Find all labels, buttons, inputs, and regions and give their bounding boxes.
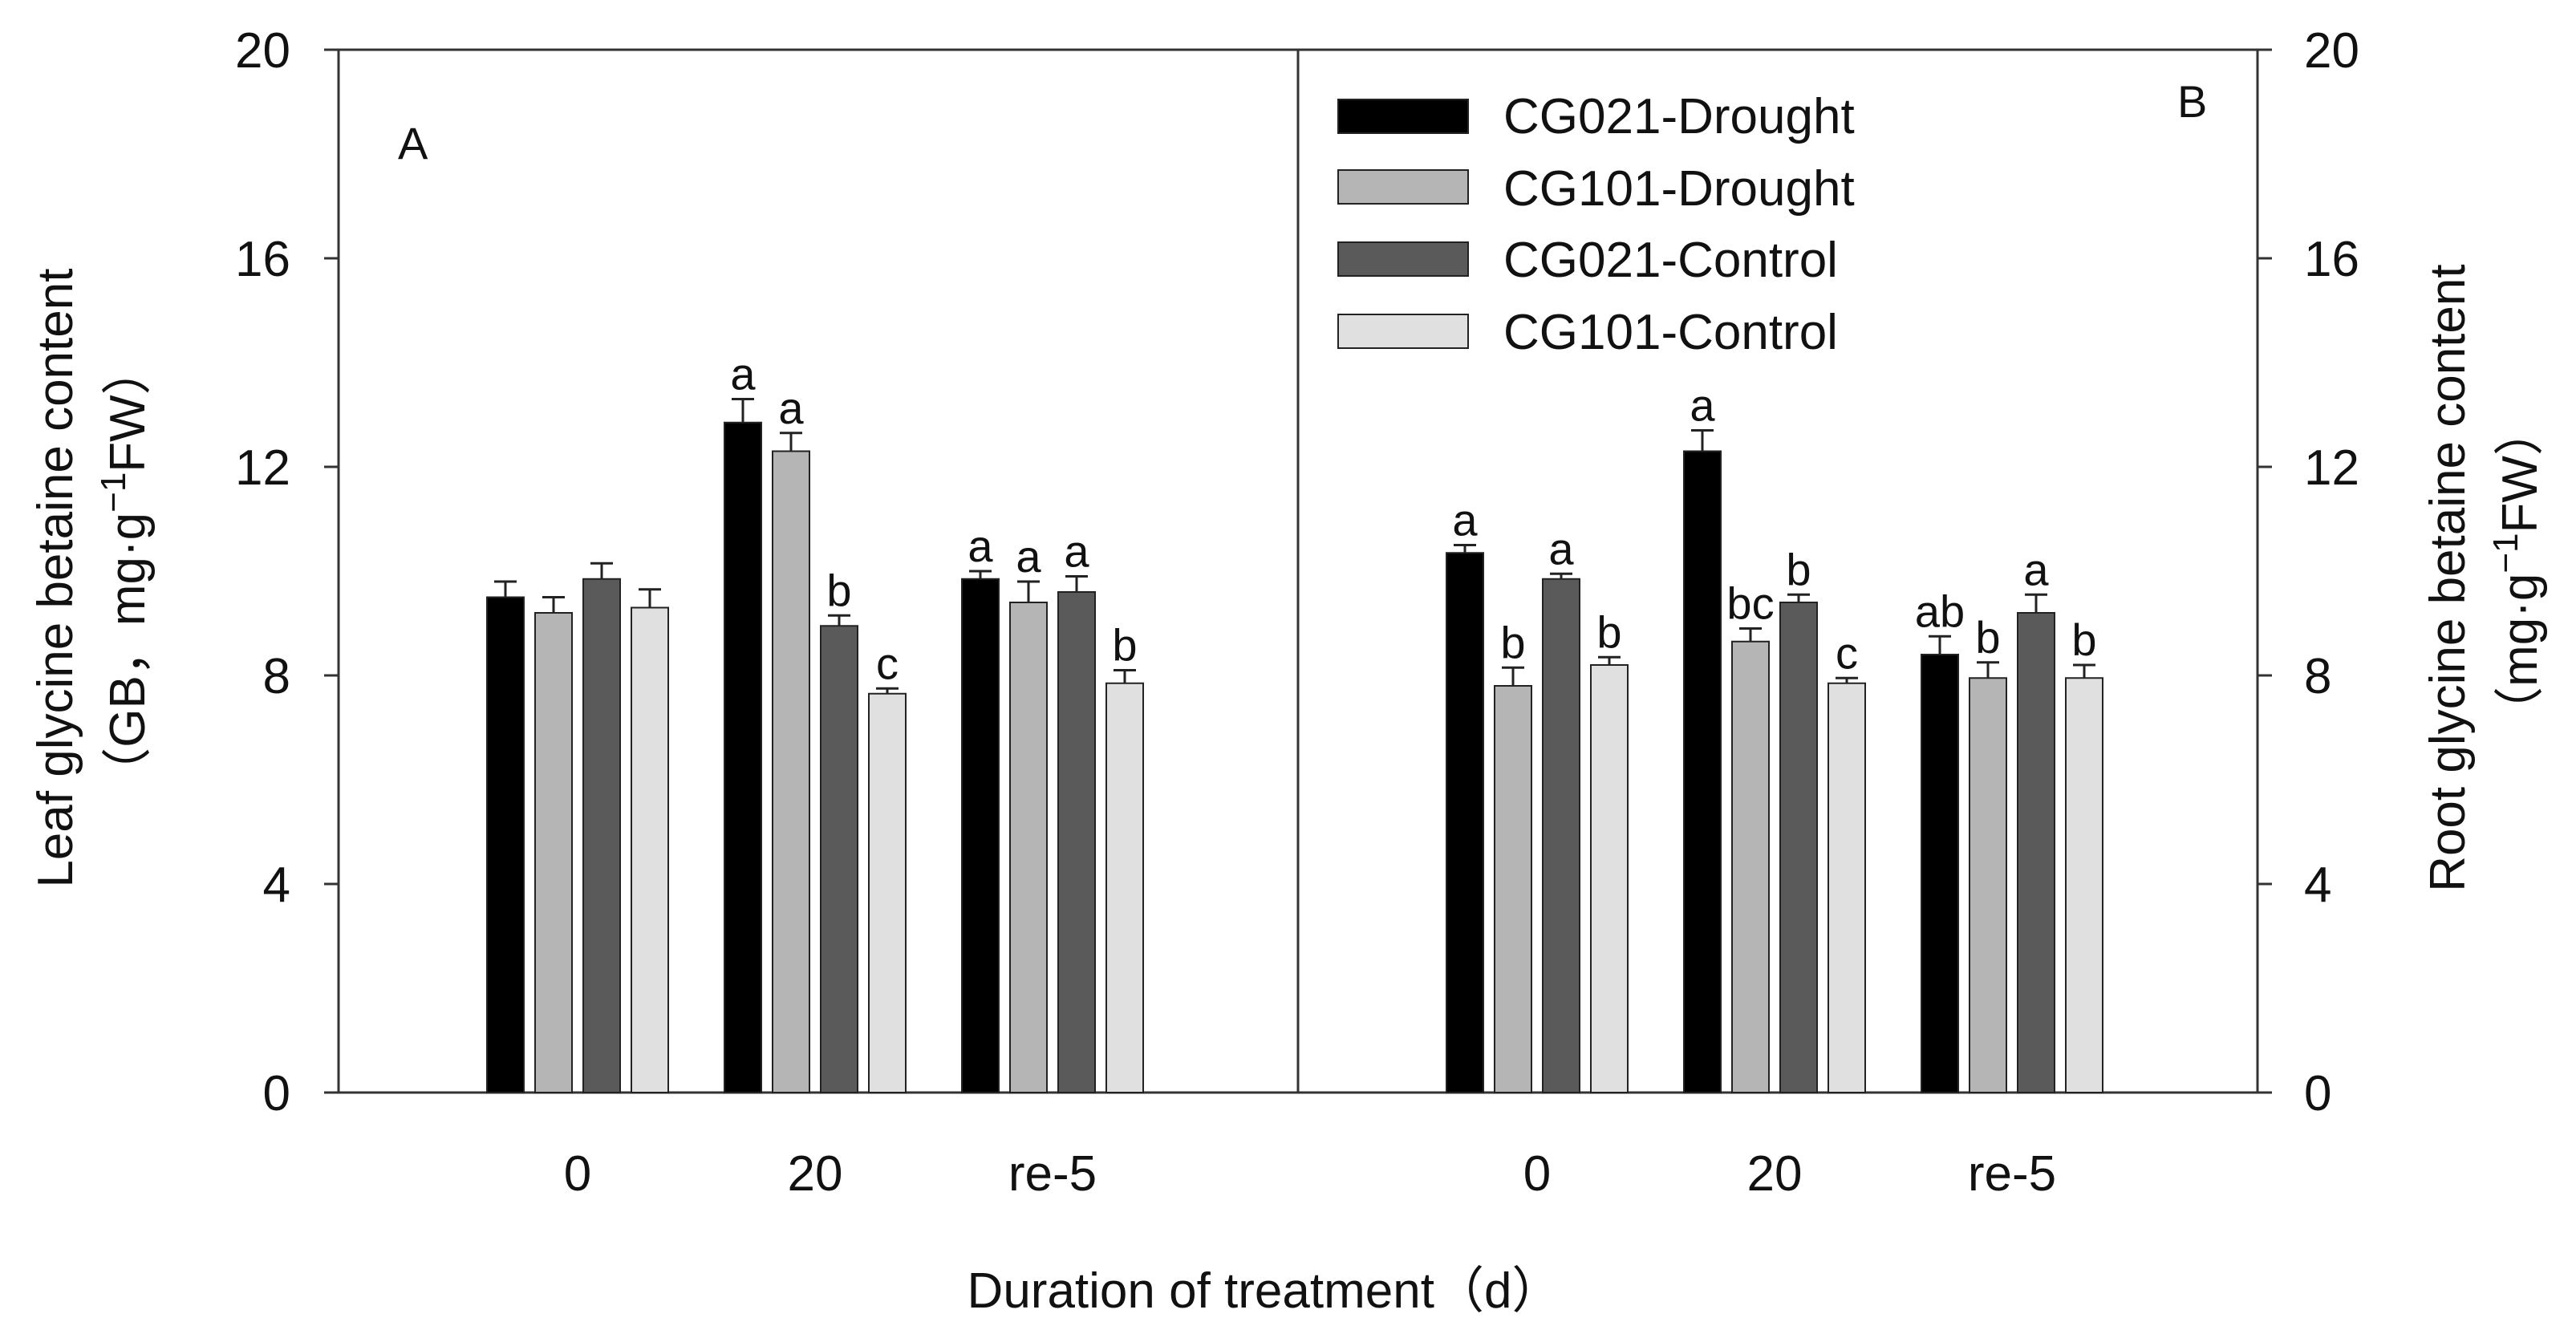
y-tick-label-right-0: 0 xyxy=(2304,1066,2331,1121)
sig-label-b-cg101-control-20: c xyxy=(1836,627,1858,678)
sig-label-a-cg021-drought-re5: a xyxy=(968,521,993,571)
bar-b-cg021-drought-re5 xyxy=(1921,654,1959,1093)
legend-item-cg021-drought: CG021-Drought xyxy=(1337,89,1855,144)
legend-item-cg101-drought: CG101-Drought xyxy=(1337,161,1855,217)
x-tick-label-b-0: 0 xyxy=(1523,1146,1551,1202)
bar-a-cg021-control-re5 xyxy=(1057,591,1096,1093)
bar-b-cg021-drought-0 xyxy=(1446,552,1484,1093)
sig-label-b-cg101-drought-0: b xyxy=(1500,617,1525,667)
x-tick-label-a-0: 0 xyxy=(564,1146,591,1202)
legend-swatch-cg021-control xyxy=(1337,241,1469,277)
legend-swatch-cg021-drought xyxy=(1337,99,1469,134)
bar-b-cg021-control-re5 xyxy=(2017,612,2055,1093)
x-tick-label-a-re5: re-5 xyxy=(1008,1146,1097,1202)
legend-item-cg021-control: CG021-Control xyxy=(1337,233,1838,288)
sig-label-b-cg021-control-re5: a xyxy=(2023,544,2049,594)
x-tick-label-b-20: 20 xyxy=(1747,1146,1803,1202)
sig-label-a-cg021-drought-20: a xyxy=(730,349,756,399)
bar-b-cg101-control-0 xyxy=(1590,664,1629,1093)
panel-a-label: A xyxy=(398,118,428,168)
sig-label-a-cg021-control-20: b xyxy=(826,565,851,615)
sig-label-b-cg021-drought-0: a xyxy=(1452,495,1478,545)
bar-a-cg101-drought-0 xyxy=(534,612,573,1093)
y-tick-label-right-12: 12 xyxy=(2304,440,2359,496)
sig-label-b-cg101-drought-20: bc xyxy=(1726,578,1774,629)
sig-label-b-cg101-control-0: b xyxy=(1596,606,1621,657)
y-tick-label-right-20: 20 xyxy=(2304,23,2359,79)
sig-label-a-cg101-drought-re5: a xyxy=(1016,531,1041,582)
legend-item-cg101-control: CG101-Control xyxy=(1337,305,1838,360)
sig-label-b-cg101-control-re5: b xyxy=(2071,614,2096,665)
y-tick-label-left-0: 0 xyxy=(263,1066,290,1121)
y-tick-label-left-16: 16 xyxy=(235,232,290,287)
bar-a-cg101-control-re5 xyxy=(1105,682,1144,1093)
sig-label-b-cg101-drought-re5: b xyxy=(1975,612,2000,663)
y-axis-title-left-line2: （GB，mg·g−1FW） xyxy=(94,345,156,797)
panel-b-label: B xyxy=(2177,76,2207,127)
sig-label-a-cg101-control-re5: b xyxy=(1112,620,1137,671)
y-tick-label-left-20: 20 xyxy=(235,23,290,79)
y-tick-label-left-12: 12 xyxy=(235,440,290,496)
y-axis-title-right-line2: （mg·g−1FW） xyxy=(2486,406,2548,736)
bar-a-cg101-control-20 xyxy=(868,692,907,1093)
x-tick-label-a-20: 20 xyxy=(788,1146,843,1202)
bar-a-cg021-drought-re5 xyxy=(961,578,1000,1093)
y-tick-label-right-16: 16 xyxy=(2304,232,2359,287)
legend-label-cg101-drought: CG101-Drought xyxy=(1503,161,1855,217)
sig-label-b-cg021-drought-20: a xyxy=(1690,380,1715,431)
sig-label-a-cg101-control-20: c xyxy=(876,638,899,688)
panel-b-frame xyxy=(1296,48,2259,1094)
bar-b-cg101-drought-20 xyxy=(1731,640,1770,1093)
panel-a-frame xyxy=(337,48,1300,1094)
y-tick-label-left-4: 4 xyxy=(263,858,290,913)
legend-label-cg021-drought: CG021-Drought xyxy=(1503,89,1855,144)
y-tick-label-left-8: 8 xyxy=(263,649,290,704)
bar-a-cg021-control-0 xyxy=(582,578,621,1093)
legend-label-cg101-control: CG101-Control xyxy=(1503,305,1838,360)
x-axis-title: Duration of treatment（d） xyxy=(968,1263,1562,1319)
sig-label-a-cg101-drought-20: a xyxy=(778,383,804,433)
bar-a-cg101-drought-re5 xyxy=(1009,602,1048,1093)
bar-b-cg101-control-re5 xyxy=(2065,677,2103,1093)
y-axis-title-right-line1: Root glycine betaine content xyxy=(2420,264,2476,891)
bar-b-cg021-control-20 xyxy=(1779,602,1818,1093)
axes-layer: 0 20 re-5 0 20 re-5 0 0 4 4 8 8 12 12 16 16 20 20 xyxy=(235,23,2359,1202)
sig-label-b-cg021-control-20: b xyxy=(1786,544,1811,594)
bar-b-cg021-drought-20 xyxy=(1683,450,1722,1093)
legend-swatch-cg101-control xyxy=(1337,314,1469,349)
bar-a-cg101-drought-20 xyxy=(772,450,810,1093)
panel-a: A xyxy=(337,48,1300,1094)
legend-swatch-cg101-drought xyxy=(1337,169,1469,205)
sig-label-b-cg021-control-0: a xyxy=(1548,523,1574,574)
legend-label-cg021-control: CG021-Control xyxy=(1503,233,1838,288)
panel-b: B xyxy=(1296,48,2259,1094)
bar-a-cg021-control-20 xyxy=(820,625,858,1093)
x-tick-label-b-re5: re-5 xyxy=(1968,1146,2056,1202)
bar-a-cg021-drought-20 xyxy=(724,421,762,1093)
y-axis-title-left: Leaf glycine betaine content （GB，mg·g−1F… xyxy=(28,254,156,887)
bar-b-cg101-drought-0 xyxy=(1494,685,1532,1093)
bar-b-cg021-control-0 xyxy=(1542,578,1580,1093)
sig-label-b-cg021-drought-re5: ab xyxy=(1915,586,1965,636)
bar-b-cg101-drought-re5 xyxy=(1969,677,2007,1093)
bar-a-cg101-control-0 xyxy=(631,606,669,1093)
bar-b-cg101-control-20 xyxy=(1828,682,1866,1093)
y-tick-label-right-4: 4 xyxy=(2304,858,2331,913)
y-tick-label-right-8: 8 xyxy=(2304,649,2331,704)
y-axis-title-right: Root glycine betaine content （mg·g−1FW） xyxy=(2420,250,2548,892)
sig-label-a-cg021-control-re5: a xyxy=(1064,526,1089,577)
y-axis-title-left-line1: Leaf glycine betaine content xyxy=(28,269,83,888)
bar-a-cg021-drought-0 xyxy=(486,596,525,1093)
legend: CG021-Drought CG101-Drought CG021-Contro… xyxy=(1337,89,1855,360)
